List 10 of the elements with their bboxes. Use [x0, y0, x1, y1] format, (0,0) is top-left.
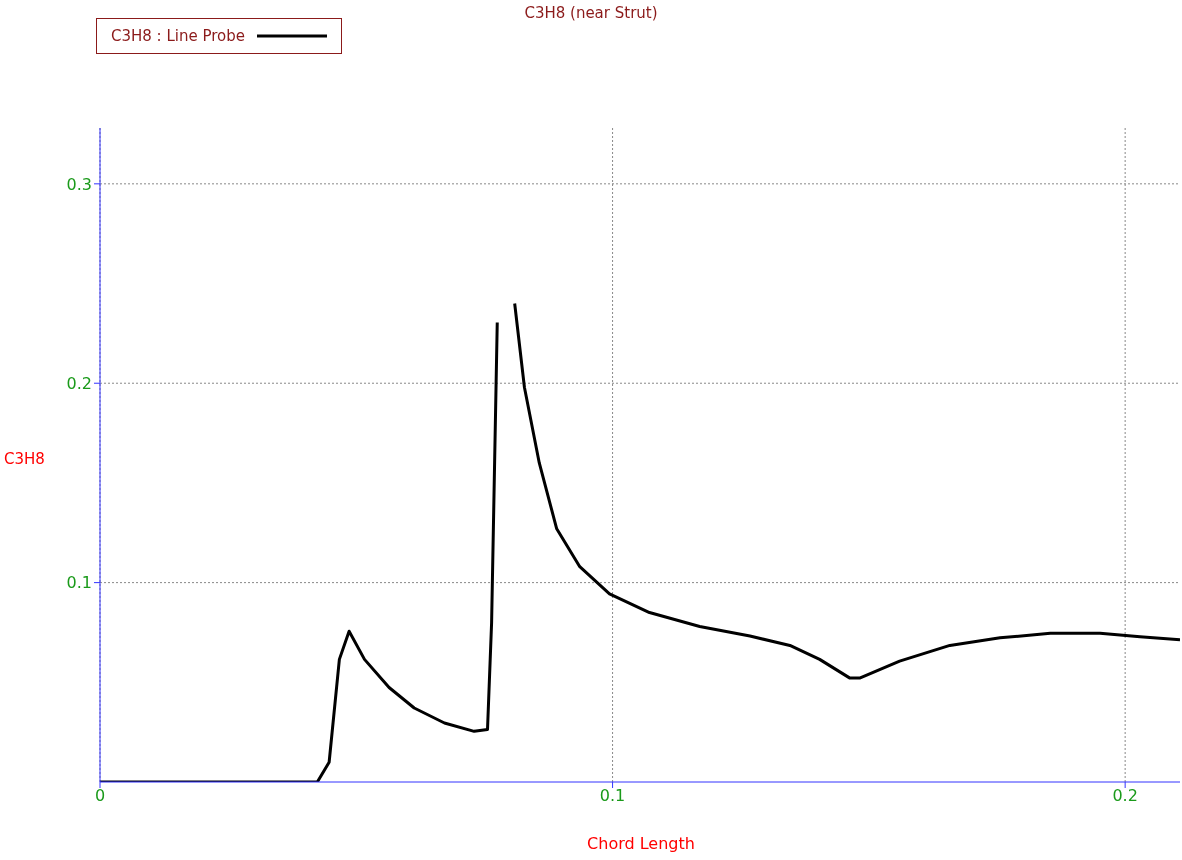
y-tick-label: 0.3	[66, 174, 92, 194]
x-axis-title: Chord Length	[586, 834, 696, 853]
chart-title: C3H8 (near Strut)	[523, 4, 659, 22]
x-tick-label: 0.1	[599, 786, 626, 806]
x-tick-label: 0	[94, 786, 106, 806]
x-tick-label: 0.2	[1112, 786, 1138, 806]
y-axis-title: C3H8	[4, 450, 45, 468]
y-tick-label: 0.2	[66, 373, 92, 393]
legend-label: C3H8 : Line Probe	[111, 27, 246, 45]
y-tick-label: 0.1	[66, 573, 92, 593]
